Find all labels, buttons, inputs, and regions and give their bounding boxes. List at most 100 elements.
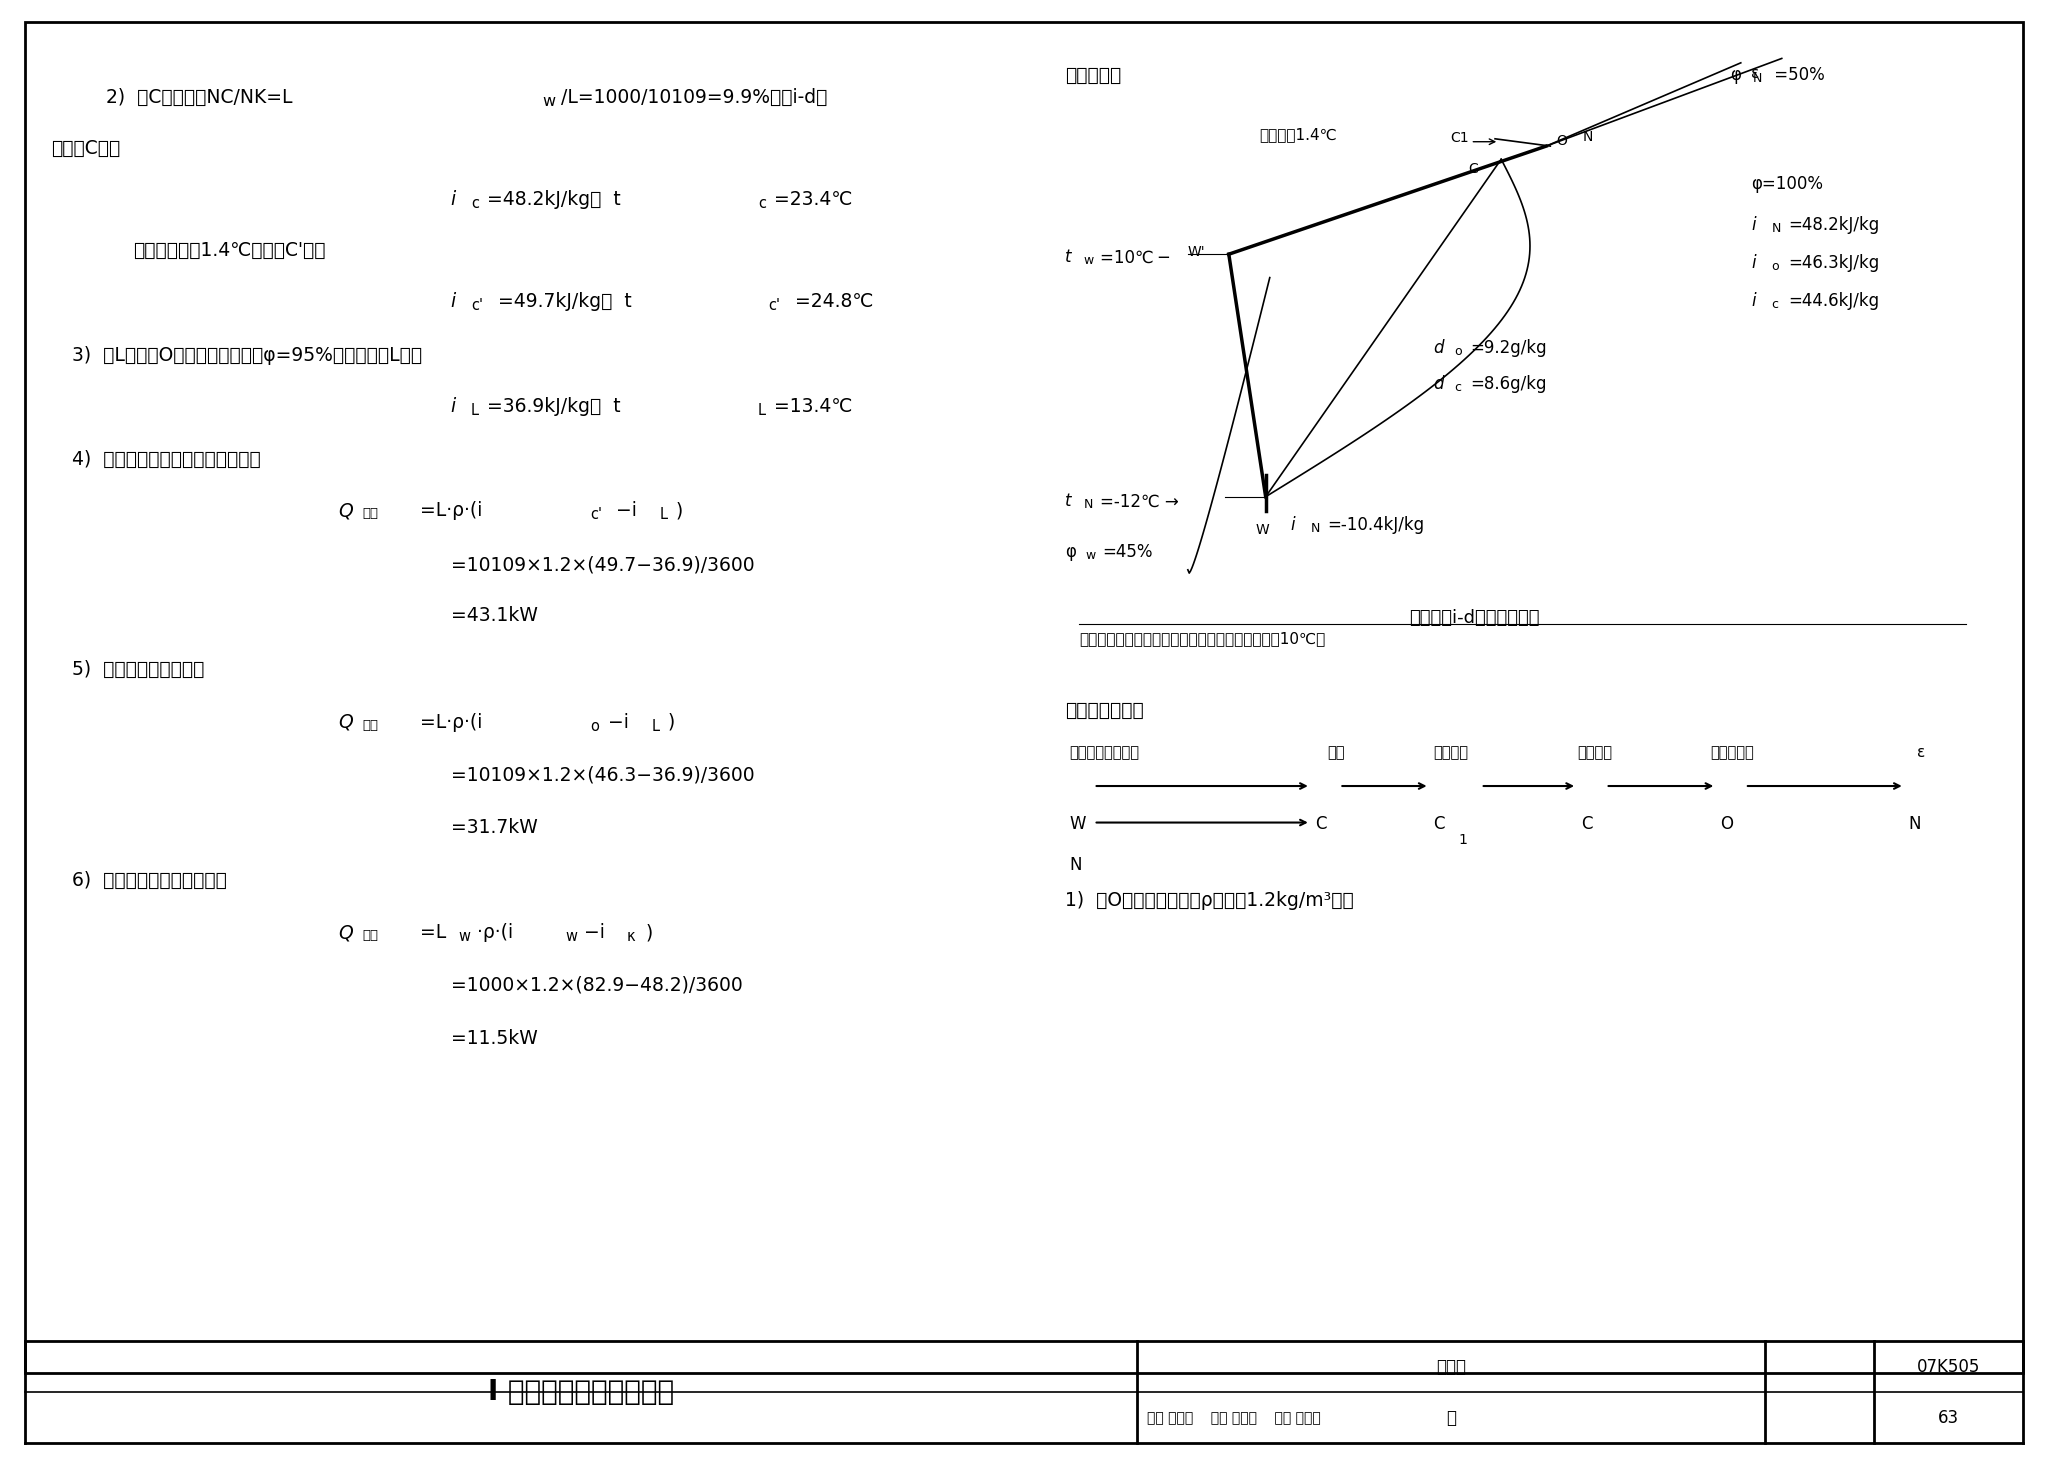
Text: w: w [565,929,578,944]
Text: 1: 1 [1458,833,1466,847]
Text: N: N [1909,815,1921,833]
Text: 再热: 再热 [362,719,379,732]
Text: =-10.4kJ/kg: =-10.4kJ/kg [1327,516,1423,533]
Text: =49.7kJ/kg，  t: =49.7kJ/kg， t [498,292,631,311]
Text: 新风集中处理加热: 新风集中处理加热 [1069,745,1139,760]
Text: o: o [1454,345,1462,358]
Text: i: i [451,190,457,209]
Text: 考虑风机温升1.4℃，确定C'点。: 考虑风机温升1.4℃，确定C'点。 [133,241,326,260]
Text: −i: −i [608,713,629,732]
Text: N: N [1083,498,1094,511]
Text: 冬季工况：: 冬季工况： [1065,66,1120,85]
Text: i: i [1290,516,1294,533]
Text: =31.7kW: =31.7kW [451,818,537,837]
Text: =24.8℃: =24.8℃ [795,292,872,311]
Text: 风机温升: 风机温升 [1434,745,1468,760]
Text: =10℃ ─: =10℃ ─ [1100,248,1169,266]
Text: i: i [451,292,457,311]
Text: −i: −i [584,923,604,942]
Text: =L·ρ·(i: =L·ρ·(i [420,501,481,520]
Text: o: o [1772,260,1780,273]
Text: c': c' [590,507,602,522]
Text: 图集号: 图集号 [1436,1357,1466,1376]
Text: =9.2g/kg: =9.2g/kg [1470,339,1546,356]
Text: 注：为了防止盘管冻结，新风机组将室外风处理至10℃。: 注：为了防止盘管冻结，新风机组将室外风处理至10℃。 [1079,631,1325,646]
Text: Q: Q [338,713,352,732]
Text: ): ) [676,501,684,520]
Text: t: t [1065,248,1071,266]
Text: w: w [543,94,555,108]
Text: I 级手术室设计工程实例: I 级手术室设计工程实例 [487,1378,674,1407]
Text: =13.4℃: =13.4℃ [774,397,852,416]
Text: 干蒸气加湿: 干蒸气加湿 [1710,745,1753,760]
Text: =L: =L [420,923,446,942]
Text: ε: ε [1917,745,1925,760]
Text: N: N [1069,856,1081,874]
Text: C: C [1434,815,1446,833]
Text: 冬季工况i-d图（方案二）: 冬季工况i-d图（方案二） [1409,609,1540,627]
Text: 3)  求L点：过O点作等含湿量线与φ=95%线相交确定L点。: 3) 求L点：过O点作等含湿量线与φ=95%线相交确定L点。 [72,346,422,365]
Text: i: i [451,397,457,416]
Text: Q: Q [338,501,352,520]
Text: w: w [1085,549,1096,562]
Text: ε: ε [1751,66,1759,80]
Text: 表冷降温: 表冷降温 [1577,745,1612,760]
Text: =50%: =50% [1769,66,1825,83]
Text: ): ) [668,713,676,732]
Text: N: N [1311,522,1321,535]
Text: L: L [758,403,766,418]
Text: W': W' [1188,245,1206,260]
Text: φ=100%: φ=100% [1751,175,1823,193]
Text: C: C [1315,815,1327,833]
Text: φ: φ [1065,543,1075,561]
Text: c: c [758,196,766,210]
Text: ): ) [645,923,653,942]
Text: =1000×1.2×(82.9−48.2)/3600: =1000×1.2×(82.9−48.2)/3600 [451,976,741,995]
Text: W: W [1255,523,1270,538]
Text: C: C [1581,815,1593,833]
Text: 风机温升1.4℃: 风机温升1.4℃ [1260,127,1337,142]
Text: =L·ρ·(i: =L·ρ·(i [420,713,481,732]
Text: c: c [1454,381,1460,394]
Text: 63: 63 [1937,1408,1960,1427]
Text: 2)  求C点：根据NC/NK=L: 2) 求C点：根据NC/NK=L [106,88,293,107]
Text: =36.9kJ/kg，  t: =36.9kJ/kg， t [487,397,621,416]
Text: i: i [1751,254,1755,272]
Text: c: c [1772,298,1778,311]
Text: 6)  求夏季新风处理冷负荷：: 6) 求夏季新风处理冷负荷： [72,871,227,890]
Text: =45%: =45% [1102,543,1153,561]
Text: W: W [1069,815,1085,833]
Text: =8.6g/kg: =8.6g/kg [1470,375,1546,393]
Text: =48.2kJ/kg: =48.2kJ/kg [1788,216,1880,234]
Text: L: L [659,507,668,522]
Text: =46.3kJ/kg: =46.3kJ/kg [1788,254,1880,272]
Text: 表冷: 表冷 [362,507,379,520]
Text: =10109×1.2×(46.3−36.9)/3600: =10109×1.2×(46.3−36.9)/3600 [451,766,754,785]
Text: =11.5kW: =11.5kW [451,1029,537,1048]
Text: i: i [1751,292,1755,310]
Text: N: N [1753,72,1763,85]
Text: Q: Q [338,923,352,942]
Text: 5)  求夏季再热加热量：: 5) 求夏季再热加热量： [72,660,205,679]
Text: w: w [459,929,471,944]
Text: N: N [1583,130,1593,145]
Text: 空气处理过程：: 空气处理过程： [1065,701,1143,720]
Text: L: L [651,719,659,733]
Text: /L=1000/10109=9.9%，在i-d图: /L=1000/10109=9.9%，在i-d图 [561,88,827,107]
Text: C: C [1468,162,1479,177]
Text: 上确定C点。: 上确定C点。 [51,139,121,158]
Text: 审核 袁白妹    校对 李玉梅    设计 赵文成: 审核 袁白妹 校对 李玉梅 设计 赵文成 [1147,1411,1321,1424]
Text: d: d [1434,375,1444,393]
Text: φ: φ [1731,66,1741,83]
Text: N: N [1772,222,1782,235]
Text: =48.2kJ/kg，  t: =48.2kJ/kg， t [487,190,621,209]
Text: O: O [1556,134,1567,149]
Text: 混合: 混合 [1327,745,1346,760]
Text: −i: −i [616,501,637,520]
Text: i: i [1751,216,1755,234]
Text: =-12℃ →: =-12℃ → [1100,492,1178,510]
Text: c': c' [768,298,780,313]
Text: =10109×1.2×(49.7−36.9)/3600: =10109×1.2×(49.7−36.9)/3600 [451,555,754,574]
Text: C1: C1 [1450,131,1468,146]
Text: ·ρ·(i: ·ρ·(i [477,923,514,942]
